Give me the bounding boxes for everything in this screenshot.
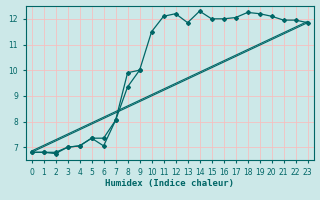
X-axis label: Humidex (Indice chaleur): Humidex (Indice chaleur)	[105, 179, 234, 188]
